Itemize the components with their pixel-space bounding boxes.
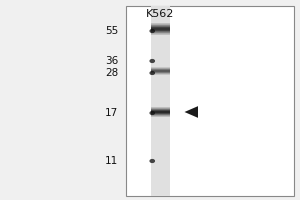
Bar: [151, 115, 170, 116]
Circle shape: [150, 112, 155, 114]
Bar: [151, 30, 170, 31]
Text: 17: 17: [105, 108, 119, 118]
Bar: [151, 111, 170, 112]
Bar: [151, 73, 170, 74]
Bar: [151, 32, 170, 33]
Bar: [151, 26, 170, 27]
Bar: [151, 114, 170, 115]
Bar: [151, 34, 170, 35]
Bar: [151, 29, 170, 30]
Bar: [151, 70, 170, 71]
Bar: [151, 113, 170, 114]
Text: K562: K562: [146, 9, 175, 19]
Bar: [151, 6, 170, 196]
Circle shape: [150, 60, 155, 62]
Bar: [151, 31, 170, 32]
Circle shape: [150, 160, 155, 162]
Bar: [151, 25, 170, 26]
Bar: [151, 24, 170, 25]
Text: 36: 36: [105, 56, 119, 66]
Bar: [151, 107, 170, 108]
Bar: [151, 72, 170, 73]
Bar: [126, 6, 294, 196]
Bar: [151, 67, 170, 68]
Bar: [151, 33, 170, 34]
Bar: [151, 74, 170, 75]
Bar: [151, 27, 170, 28]
Text: 28: 28: [105, 68, 119, 78]
Text: 55: 55: [105, 26, 119, 36]
Circle shape: [150, 30, 155, 32]
Bar: [151, 23, 170, 24]
Bar: [151, 69, 170, 70]
Bar: [151, 116, 170, 117]
Polygon shape: [184, 106, 198, 118]
Bar: [151, 110, 170, 111]
Bar: [151, 112, 170, 113]
Bar: [151, 109, 170, 110]
Text: 11: 11: [105, 156, 119, 166]
Bar: [151, 28, 170, 29]
Bar: [151, 71, 170, 72]
Bar: [151, 68, 170, 69]
Bar: [151, 108, 170, 109]
Circle shape: [150, 72, 155, 74]
